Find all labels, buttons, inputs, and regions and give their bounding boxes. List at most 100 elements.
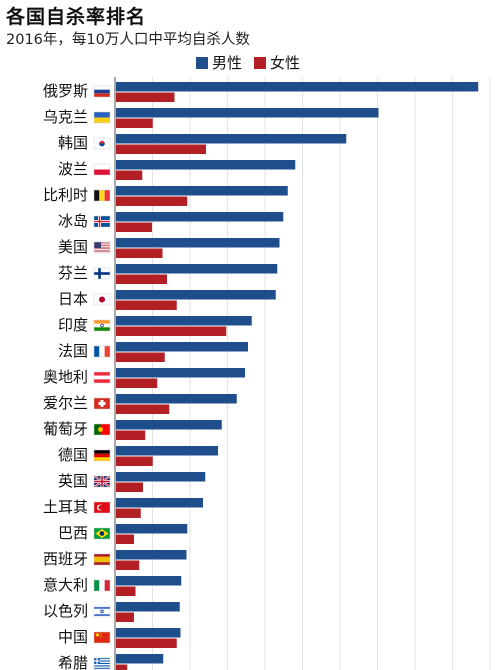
flag-part bbox=[100, 634, 102, 636]
flag-part bbox=[94, 372, 110, 376]
bar-female bbox=[116, 248, 163, 258]
flag-border bbox=[93, 241, 111, 254]
flag-part bbox=[94, 249, 110, 251]
bar-male bbox=[116, 576, 182, 586]
category-row: 印度 bbox=[58, 316, 252, 336]
flag-part bbox=[100, 424, 110, 435]
flag-ukraine-icon bbox=[93, 111, 111, 124]
flag-border bbox=[93, 605, 111, 618]
bar-female bbox=[116, 92, 175, 102]
flag-greece-icon bbox=[93, 657, 111, 670]
legend-item-female: 女性 bbox=[254, 52, 300, 73]
flag-japan-icon bbox=[93, 293, 111, 306]
flag-part bbox=[99, 580, 105, 591]
category-label: 法国 bbox=[58, 342, 88, 360]
flag-part bbox=[99, 610, 105, 614]
flag-israel-icon bbox=[93, 605, 111, 618]
category-row: 爱尔兰 bbox=[43, 394, 237, 414]
flag-part bbox=[94, 251, 110, 253]
flag-france-icon bbox=[93, 345, 111, 358]
category-row: 中国 bbox=[58, 628, 181, 648]
flag-part bbox=[94, 580, 100, 591]
flag-turkey-icon bbox=[93, 501, 111, 514]
flag-part bbox=[94, 554, 110, 557]
flag-part bbox=[94, 246, 110, 248]
flag-part bbox=[94, 556, 110, 563]
bar-male bbox=[116, 160, 296, 170]
flag-part bbox=[94, 249, 110, 250]
bar-female bbox=[116, 664, 128, 670]
flag-part bbox=[94, 562, 110, 565]
flag-border bbox=[93, 267, 111, 280]
bar-female bbox=[116, 352, 165, 362]
category-row: 土耳其 bbox=[43, 498, 203, 518]
flag-finland-icon bbox=[93, 267, 111, 280]
bar-female bbox=[116, 430, 146, 440]
flag-border bbox=[93, 189, 111, 202]
flag-brazil-icon bbox=[93, 527, 111, 540]
category-label: 日本 bbox=[58, 290, 88, 308]
flag-part bbox=[100, 633, 102, 635]
flag-part bbox=[94, 117, 110, 123]
category-row: 德国 bbox=[58, 446, 218, 466]
bar-female bbox=[116, 560, 140, 570]
flag-border bbox=[93, 137, 111, 150]
flag-border bbox=[93, 449, 111, 462]
bar-male bbox=[116, 212, 284, 222]
flag-part bbox=[94, 245, 110, 246]
category-row: 韩国 bbox=[58, 134, 347, 154]
bar-male bbox=[116, 524, 188, 534]
category-row: 西班牙 bbox=[43, 550, 187, 570]
flag-part bbox=[94, 243, 110, 245]
flag-part bbox=[94, 272, 110, 275]
flag-part bbox=[99, 296, 105, 303]
category-label: 希腊 bbox=[58, 654, 88, 670]
category-row: 芬兰 bbox=[58, 264, 278, 284]
legend-swatch-female bbox=[254, 56, 267, 69]
flag-part bbox=[95, 633, 100, 637]
legend-item-male: 男性 bbox=[196, 52, 242, 73]
flag-part bbox=[98, 402, 106, 405]
flag-part bbox=[94, 247, 110, 249]
category-row: 乌克兰 bbox=[43, 108, 379, 128]
category-row: 葡萄牙 bbox=[43, 420, 222, 440]
bar-male bbox=[116, 628, 181, 638]
legend-label-female: 女性 bbox=[270, 54, 301, 72]
flag-part bbox=[99, 531, 105, 536]
category-row: 比利时 bbox=[43, 186, 288, 206]
flag-border bbox=[93, 85, 111, 98]
flag-ireland-icon bbox=[93, 397, 111, 410]
flag-part bbox=[94, 450, 110, 454]
chart-title: 各国自杀率排名 bbox=[6, 6, 147, 28]
flag-border bbox=[93, 319, 111, 332]
flag-part bbox=[94, 250, 110, 252]
flag-part bbox=[94, 457, 110, 461]
category-row: 意大利 bbox=[43, 576, 182, 596]
category-row: 奥地利 bbox=[43, 368, 245, 388]
category-label: 巴西 bbox=[58, 524, 88, 542]
flag-part bbox=[99, 143, 105, 147]
bar-female bbox=[116, 638, 177, 648]
flag-part bbox=[94, 660, 100, 662]
flag-part bbox=[94, 86, 110, 90]
bar-male bbox=[116, 394, 237, 404]
flag-part bbox=[104, 346, 110, 357]
flag-part bbox=[94, 248, 110, 250]
category-label: 奥地利 bbox=[43, 368, 88, 386]
flag-border bbox=[93, 527, 111, 540]
category-label: 土耳其 bbox=[43, 498, 88, 516]
bar-female bbox=[116, 170, 143, 180]
flag-part bbox=[94, 89, 110, 94]
category-row: 日本 bbox=[58, 290, 276, 310]
flag-border bbox=[93, 111, 111, 124]
flag-part bbox=[98, 505, 104, 510]
bar-female bbox=[116, 482, 143, 492]
flag-part bbox=[100, 323, 104, 328]
category-label: 英国 bbox=[58, 472, 88, 490]
category-label: 乌克兰 bbox=[43, 108, 88, 126]
category-label: 韩国 bbox=[58, 134, 88, 152]
flag-india-icon bbox=[93, 319, 111, 332]
flag-part bbox=[94, 660, 110, 662]
bar-male bbox=[116, 368, 245, 378]
bar-female bbox=[116, 378, 158, 388]
